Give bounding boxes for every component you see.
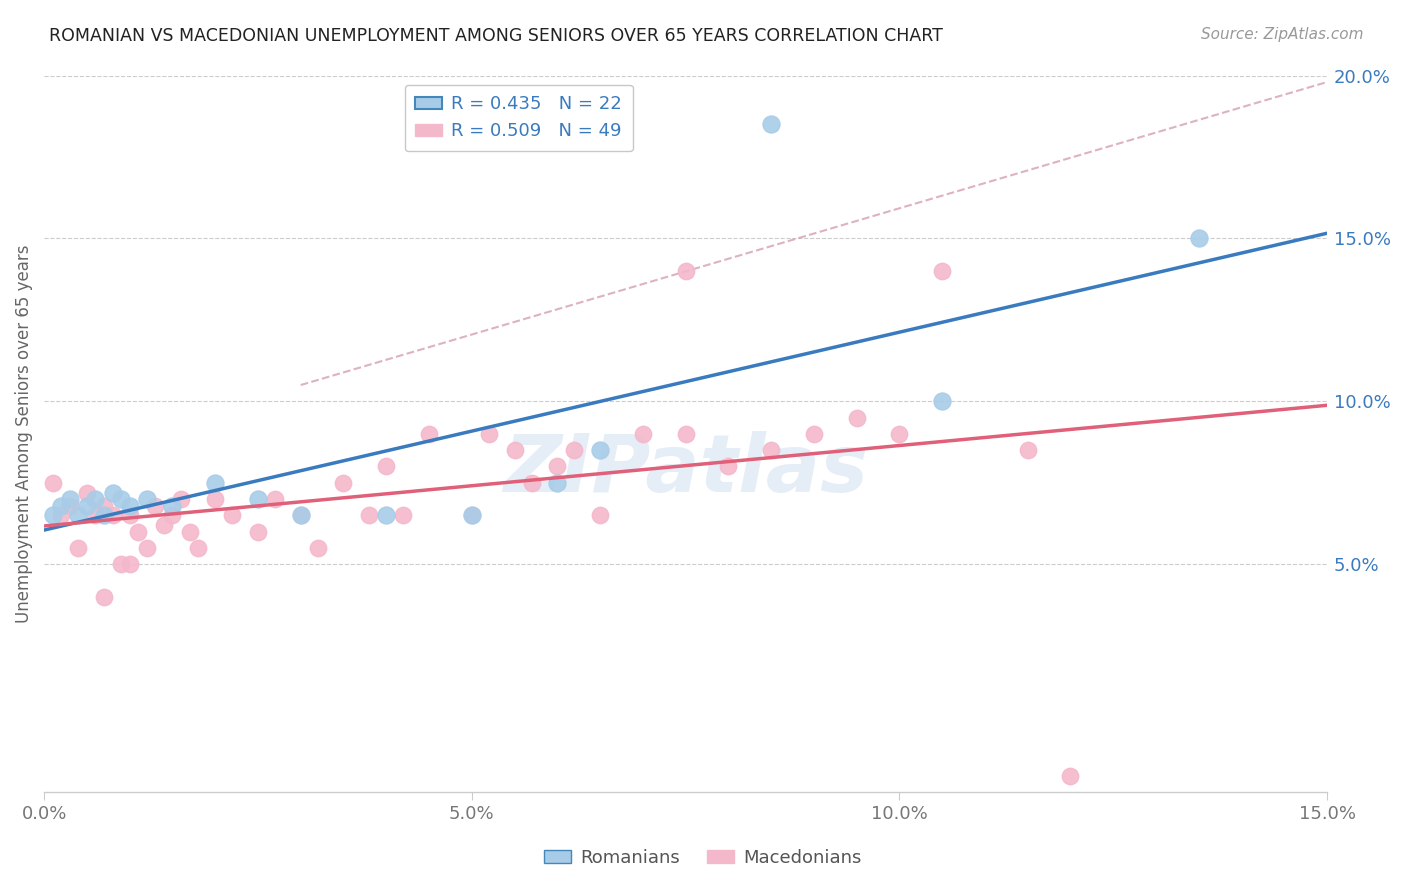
Point bbox=[546, 459, 568, 474]
Point bbox=[101, 508, 124, 523]
Point bbox=[118, 499, 141, 513]
Text: ZIPatlas: ZIPatlas bbox=[503, 431, 868, 508]
Point bbox=[204, 475, 226, 490]
Point bbox=[375, 459, 398, 474]
Point bbox=[546, 475, 568, 490]
Point bbox=[675, 264, 697, 278]
Point bbox=[759, 117, 782, 131]
Point bbox=[41, 475, 63, 490]
Point bbox=[41, 508, 63, 523]
Point bbox=[93, 508, 115, 523]
Point bbox=[170, 491, 193, 506]
Point bbox=[520, 475, 543, 490]
Point bbox=[332, 475, 354, 490]
Point bbox=[803, 426, 825, 441]
Point bbox=[759, 443, 782, 458]
Point bbox=[290, 508, 312, 523]
Point bbox=[392, 508, 415, 523]
Point bbox=[76, 485, 98, 500]
Point bbox=[76, 499, 98, 513]
Legend: R = 0.435   N = 22, R = 0.509   N = 49: R = 0.435 N = 22, R = 0.509 N = 49 bbox=[405, 85, 633, 152]
Point bbox=[110, 491, 132, 506]
Point bbox=[51, 508, 73, 523]
Point bbox=[589, 508, 612, 523]
Point bbox=[478, 426, 501, 441]
Point bbox=[110, 558, 132, 572]
Point bbox=[84, 491, 107, 506]
Point bbox=[1059, 769, 1081, 783]
Point bbox=[143, 499, 166, 513]
Point bbox=[179, 524, 201, 539]
Point bbox=[461, 508, 484, 523]
Point bbox=[589, 443, 612, 458]
Point bbox=[264, 491, 287, 506]
Point bbox=[59, 499, 82, 513]
Legend: Romanians, Macedonians: Romanians, Macedonians bbox=[537, 842, 869, 874]
Point bbox=[889, 426, 911, 441]
Point bbox=[717, 459, 740, 474]
Point bbox=[221, 508, 243, 523]
Point bbox=[93, 590, 115, 604]
Point bbox=[187, 541, 209, 555]
Y-axis label: Unemployment Among Seniors over 65 years: Unemployment Among Seniors over 65 years bbox=[15, 244, 32, 624]
Point bbox=[59, 491, 82, 506]
Point bbox=[118, 558, 141, 572]
Point bbox=[418, 426, 440, 441]
Point bbox=[931, 264, 953, 278]
Point bbox=[162, 499, 184, 513]
Point bbox=[127, 524, 149, 539]
Point bbox=[845, 410, 868, 425]
Point bbox=[290, 508, 312, 523]
Point bbox=[93, 499, 115, 513]
Point bbox=[162, 508, 184, 523]
Text: Source: ZipAtlas.com: Source: ZipAtlas.com bbox=[1201, 27, 1364, 42]
Point bbox=[564, 443, 586, 458]
Point bbox=[246, 491, 269, 506]
Point bbox=[84, 508, 107, 523]
Point bbox=[51, 499, 73, 513]
Text: ROMANIAN VS MACEDONIAN UNEMPLOYMENT AMONG SENIORS OVER 65 YEARS CORRELATION CHAR: ROMANIAN VS MACEDONIAN UNEMPLOYMENT AMON… bbox=[49, 27, 943, 45]
Point bbox=[503, 443, 526, 458]
Point bbox=[375, 508, 398, 523]
Point bbox=[359, 508, 381, 523]
Point bbox=[675, 426, 697, 441]
Point bbox=[1188, 231, 1211, 245]
Point bbox=[118, 508, 141, 523]
Point bbox=[307, 541, 329, 555]
Point bbox=[204, 491, 226, 506]
Point bbox=[461, 508, 484, 523]
Point bbox=[1017, 443, 1039, 458]
Point bbox=[101, 485, 124, 500]
Point bbox=[153, 518, 176, 533]
Point bbox=[135, 491, 157, 506]
Point bbox=[67, 541, 90, 555]
Point bbox=[67, 508, 90, 523]
Point bbox=[931, 394, 953, 409]
Point bbox=[135, 541, 157, 555]
Point bbox=[631, 426, 654, 441]
Point bbox=[246, 524, 269, 539]
